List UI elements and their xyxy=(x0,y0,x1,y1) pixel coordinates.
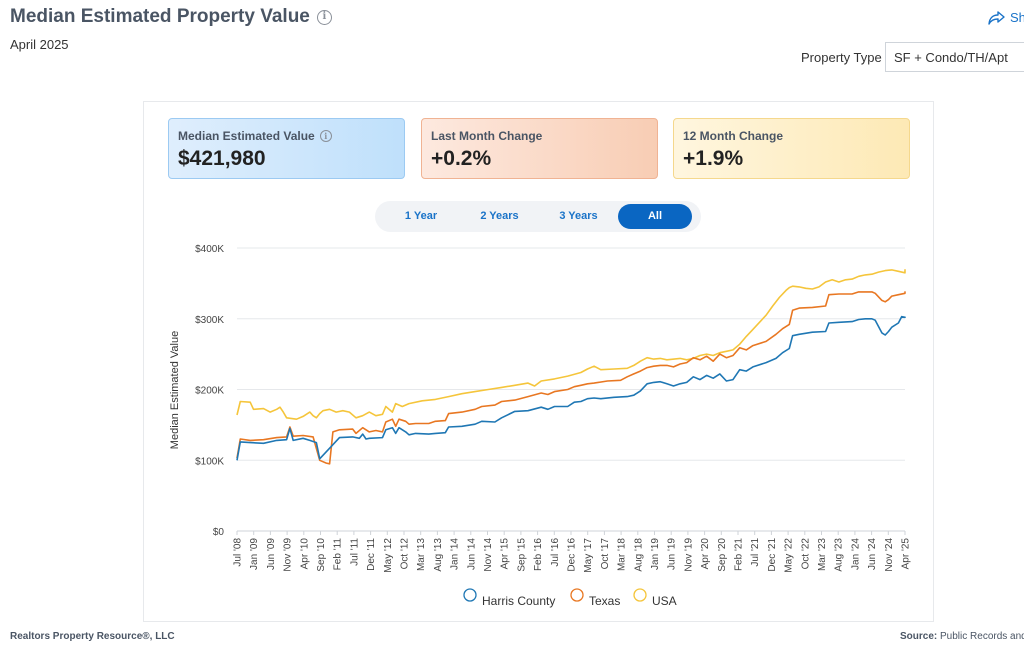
footer-source-label: Source: xyxy=(900,631,938,642)
x-tick-label: Sep '10 xyxy=(316,538,327,572)
x-tick-label: Feb '16 xyxy=(533,538,544,571)
x-tick-label: May '12 xyxy=(383,538,394,573)
x-tick-label: Apr '25 xyxy=(901,538,912,570)
x-tick-label: Jun '19 xyxy=(667,538,678,570)
y-tick-label: $400K xyxy=(195,244,224,255)
x-tick-label: Sep '20 xyxy=(717,538,728,572)
footer-source: Source: Public Records and xyxy=(900,631,1024,642)
info-icon[interactable]: i xyxy=(316,9,332,25)
kpi-last-month-change: Last Month Change +0.2% xyxy=(421,118,658,179)
property-type-select[interactable]: SF + Condo/TH/Apt xyxy=(885,42,1024,72)
x-tick-label: Mar '18 xyxy=(617,538,628,571)
x-tick-label: Mar '13 xyxy=(416,538,427,571)
x-tick-label: Jul '11 xyxy=(349,538,360,566)
chart-panel xyxy=(143,101,934,622)
y-tick-label: $300K xyxy=(195,315,224,326)
x-tick-label: Oct '22 xyxy=(800,538,811,570)
range-button-2-years[interactable]: 2 Years xyxy=(480,210,519,222)
range-button-3-years[interactable]: 3 Years xyxy=(559,210,598,222)
x-tick-label: Dec '11 xyxy=(366,538,377,571)
x-tick-label: Nov '24 xyxy=(884,538,895,572)
legend-label-usa[interactable]: USA xyxy=(652,594,677,608)
kpi-label-text: Median Estimated Value xyxy=(178,129,315,143)
kpi-12-month-change: 12 Month Change +1.9% xyxy=(673,118,910,179)
x-tick-label: Jul '21 xyxy=(750,538,761,567)
series-line-texas[interactable] xyxy=(236,291,906,465)
x-tick-label: May '17 xyxy=(583,538,594,573)
x-tick-label: Dec '16 xyxy=(567,538,578,572)
legend-marker-usa[interactable] xyxy=(633,588,647,602)
series-line-usa[interactable] xyxy=(236,269,906,420)
x-tick-label: Feb '11 xyxy=(333,538,344,571)
x-tick-label: Mar '23 xyxy=(817,538,828,571)
range-button-all[interactable]: All xyxy=(618,204,692,229)
x-tick-label: Jul '16 xyxy=(550,538,561,567)
legend-label-texas[interactable]: Texas xyxy=(589,594,620,608)
kpi-label: Last Month Change xyxy=(431,129,543,143)
kpi-median-estimated-value: Median Estimated Value i $421,980 xyxy=(168,118,405,179)
x-tick-label: Apr '20 xyxy=(700,538,711,570)
x-tick-label: Sep '15 xyxy=(516,538,527,572)
legend-marker-harris-county[interactable] xyxy=(463,588,477,602)
legend-label-harris-county[interactable]: Harris County xyxy=(482,594,555,608)
page-title-text: Median Estimated Property Value xyxy=(10,6,310,27)
x-tick-label: Jan '19 xyxy=(650,538,661,570)
x-tick-label: Jun '14 xyxy=(466,538,477,570)
property-type-value: SF + Condo/TH/Apt xyxy=(894,50,1008,65)
x-tick-label: Jun '24 xyxy=(867,538,878,570)
kpi-value: +1.9% xyxy=(683,147,744,170)
x-tick-label: Dec '21 xyxy=(767,538,778,572)
x-tick-label: Nov '14 xyxy=(483,538,494,572)
x-tick-label: Apr '15 xyxy=(500,538,511,570)
x-tick-label: Jan '24 xyxy=(850,538,861,570)
x-tick-label: Jan '09 xyxy=(249,538,260,570)
x-tick-label: Aug '23 xyxy=(834,538,845,572)
share-icon xyxy=(988,10,1005,25)
legend-marker-texas[interactable] xyxy=(570,588,584,602)
kpi-label: 12 Month Change xyxy=(683,129,784,143)
y-tick-label: $100K xyxy=(195,456,224,467)
kpi-value: +0.2% xyxy=(431,147,492,170)
y-axis-label: Median Estimated Value xyxy=(169,331,181,449)
x-tick-label: Aug '13 xyxy=(433,538,444,572)
share-button[interactable]: Sh xyxy=(988,10,1024,25)
x-tick-label: Apr '10 xyxy=(299,538,310,570)
range-button-1-year[interactable]: 1 Year xyxy=(404,210,438,222)
x-tick-label: May '22 xyxy=(784,538,795,573)
x-tick-label: Oct '12 xyxy=(400,538,411,570)
footer-source-text: Public Records and xyxy=(940,631,1024,642)
x-tick-label: Jul '08 xyxy=(233,538,244,567)
share-label: Sh xyxy=(1010,10,1024,25)
y-tick-label: $200K xyxy=(195,386,224,397)
series-line-harris-county[interactable] xyxy=(236,315,906,461)
kpi-value: $421,980 xyxy=(178,147,266,170)
page-title: Median Estimated Property Value i xyxy=(10,6,332,28)
y-tick-label: $0 xyxy=(213,527,225,538)
page-subtitle: April 2025 xyxy=(10,37,69,52)
info-icon[interactable]: i xyxy=(319,130,332,142)
x-tick-label: Feb '21 xyxy=(734,538,745,571)
x-tick-label: Aug '18 xyxy=(633,538,644,572)
x-tick-label: Nov '19 xyxy=(683,538,694,572)
x-tick-label: Oct '17 xyxy=(600,538,611,570)
kpi-label: Median Estimated Value i xyxy=(178,129,395,143)
time-range-selector: 1 Year 2 Years 3 Years All xyxy=(375,201,701,232)
x-tick-label: Jan '14 xyxy=(450,538,461,570)
x-tick-label: Nov '09 xyxy=(283,538,294,572)
footer-copyright: Realtors Property Resource®, LLC xyxy=(10,631,175,642)
x-tick-label: Jun '09 xyxy=(266,538,277,570)
property-type-label: Property Type xyxy=(801,50,882,65)
